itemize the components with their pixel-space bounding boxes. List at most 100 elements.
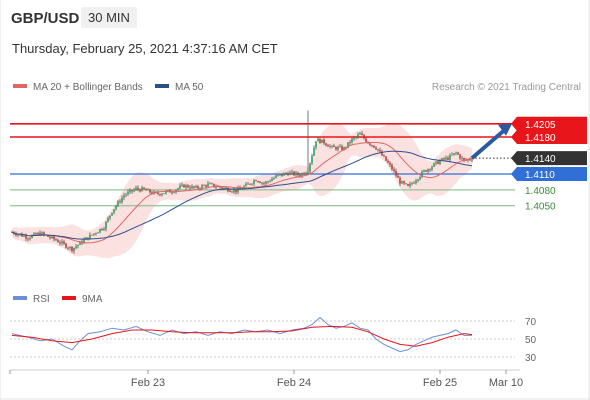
legend-ma20-swatch [13,84,27,88]
candle-body [331,145,333,147]
candle-body [421,171,423,177]
candle-body [441,158,443,161]
candle-body [431,166,433,170]
candle-body [213,183,215,187]
bollinger-bands [12,122,472,259]
candle-body [231,191,233,193]
candle-body [383,155,385,157]
candle-body [259,181,261,184]
candle-body [245,183,247,187]
candle-body [437,161,439,164]
trend-arrow-shaft [470,127,508,160]
candle-body [99,228,101,233]
candle-body [249,183,251,185]
candle-body [209,183,211,185]
candle-body [429,169,431,170]
candle-body [303,173,305,175]
candle-body [253,180,255,184]
level-tag-last [511,151,587,166]
candle-body [353,137,355,139]
candle-body [225,187,227,189]
candle-body [407,184,409,186]
candle-body [87,237,89,240]
candle-body [185,185,187,188]
level-label: 1.4140 [525,154,556,165]
candle-body [183,184,185,188]
candle-body [95,233,97,235]
rsi-ma9-line [11,325,473,347]
candle-body [325,143,327,146]
candle-body [53,236,55,240]
candle-body [91,234,93,236]
candle-body [423,170,425,172]
candle-body [193,186,195,188]
candle-body [267,181,269,183]
candle-body [201,185,203,189]
candle-body [451,154,453,156]
trend-arrow-head [498,123,512,136]
candle-body [377,149,379,151]
candle-body [261,182,263,184]
candle-body [129,189,131,192]
candle-body [121,197,123,203]
candle-body [305,172,307,175]
level-tag-resistance [511,130,587,144]
rsi-line [11,316,472,353]
candle-body [385,156,387,161]
candle-body [337,147,339,150]
symbol-title: GBP/USD [11,10,80,27]
candle-body [219,186,221,188]
candle-body [309,163,311,172]
candle-body [409,183,411,186]
level-label: 1.4080 [525,186,556,197]
candle-body [453,153,455,155]
candle-body [49,236,51,238]
candle-body [103,228,105,230]
candle-body [399,177,401,184]
candle-body [361,133,363,136]
candle-body [27,238,29,240]
candle-body [465,159,467,161]
candle-body [137,187,139,190]
candle-body [251,183,253,185]
candle-body [271,179,273,182]
candle-body [381,151,383,156]
candle-body [111,212,113,216]
candle-body [319,138,321,144]
candle-body [17,234,19,236]
candle-body [371,145,373,146]
candle-body [151,192,153,194]
candle-body [159,194,161,196]
candle-body [61,241,63,244]
candle-body [215,186,217,188]
candle-body [73,247,75,252]
candle-body [463,157,465,160]
candle-body [347,142,349,148]
candle-body [341,146,343,150]
candle-body [147,189,149,191]
candle-body [433,163,435,167]
candle-body [323,139,325,144]
candle-body [189,187,191,189]
candle-body [85,237,87,240]
level-tag-support [511,167,587,181]
x-tick-label: Feb 25 [423,377,457,389]
candle-body [35,233,37,235]
rsi-panel: 70 50 30 [10,316,537,364]
candle-body [387,160,389,163]
level-label: 1.4180 [525,133,556,144]
candle-body [207,183,209,187]
candle-body [447,157,449,160]
candle-body [459,154,461,159]
timestamp: Thursday, February 25, 2021 4:37:16 AM C… [12,41,278,56]
legend-ma50-swatch [155,84,169,88]
candle-body [51,236,53,238]
candle-body [119,201,121,203]
candle-body [301,173,303,177]
timeframe-badge[interactable]: 30 MIN [81,7,137,28]
candle-body [75,246,77,248]
candle-body [401,181,403,184]
candle-body [279,174,281,176]
candle-body [405,183,407,185]
